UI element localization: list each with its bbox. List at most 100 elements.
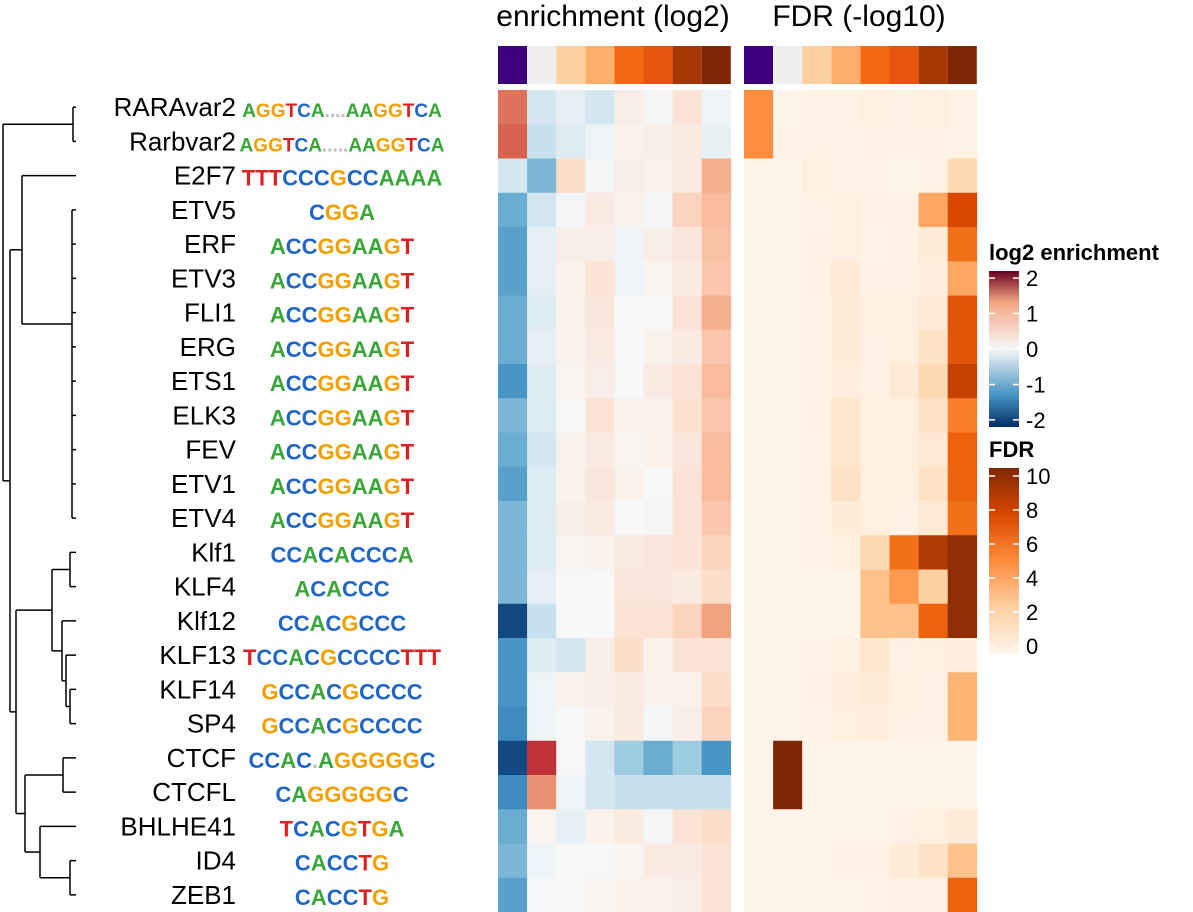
heatmap-cell bbox=[802, 398, 832, 433]
heatmap-cell bbox=[556, 603, 586, 639]
heatmap-cell bbox=[498, 809, 528, 844]
heatmap-cell bbox=[701, 124, 732, 159]
heatmap-cell bbox=[831, 877, 861, 912]
heatmap-cell bbox=[744, 192, 774, 228]
heatmap-cell bbox=[614, 535, 644, 570]
row-label: ETV5 bbox=[171, 195, 236, 225]
heatmap-cell bbox=[643, 569, 673, 605]
heatmap-cell bbox=[585, 124, 615, 159]
heatmap-cell bbox=[672, 809, 702, 844]
row-label: E2F7 bbox=[174, 161, 236, 191]
heatmap-cell bbox=[556, 740, 586, 776]
heatmap-cell bbox=[672, 329, 702, 365]
annotation-cell bbox=[947, 46, 977, 84]
heatmap-cell bbox=[744, 261, 774, 296]
heatmap-cell bbox=[773, 706, 803, 742]
heatmap-cell bbox=[643, 192, 673, 228]
heatmap-cell bbox=[585, 501, 615, 536]
heatmap-cell bbox=[701, 638, 732, 673]
heatmap-cell bbox=[614, 90, 644, 125]
heatmap-cell bbox=[831, 261, 861, 296]
heatmap-cell bbox=[701, 877, 732, 912]
heatmap-cell bbox=[860, 261, 890, 296]
heatmap-cell bbox=[498, 740, 528, 776]
heatmap-cell bbox=[831, 364, 861, 399]
heatmap-cell bbox=[802, 90, 832, 125]
heatmap-cell bbox=[643, 432, 673, 468]
heatmap-cell bbox=[672, 192, 702, 228]
heatmap-cell bbox=[498, 227, 528, 262]
heatmap-cell bbox=[831, 809, 861, 844]
heatmap-cell bbox=[643, 501, 673, 536]
heatmap-cell bbox=[672, 740, 702, 776]
heatmap-cell bbox=[643, 672, 673, 707]
heatmap-cell bbox=[947, 192, 978, 228]
heatmap-cell bbox=[918, 535, 948, 570]
heatmap-cell bbox=[701, 501, 732, 536]
heatmap-cell bbox=[614, 466, 644, 502]
heatmap-cell bbox=[585, 432, 615, 468]
heatmap-cell bbox=[585, 775, 615, 810]
heatmap-cell bbox=[585, 740, 615, 776]
heatmap-cell bbox=[947, 638, 978, 673]
heatmap-cell bbox=[672, 672, 702, 707]
heatmap-cell bbox=[498, 466, 528, 502]
heatmap-cell bbox=[527, 261, 557, 296]
heatmap-cell bbox=[773, 261, 803, 296]
row-label: ID4 bbox=[196, 846, 236, 876]
heatmap-cell bbox=[889, 329, 919, 365]
heatmap-cell bbox=[701, 466, 732, 502]
heatmap-cell bbox=[918, 329, 948, 365]
heatmap-cell bbox=[918, 90, 948, 125]
heatmap-cell bbox=[831, 775, 861, 810]
heatmap-cell bbox=[556, 843, 586, 879]
row-label: FEV bbox=[185, 435, 236, 465]
heatmap-cell bbox=[701, 775, 732, 810]
heatmap-cell bbox=[585, 90, 615, 125]
heatmap-cell bbox=[556, 672, 586, 707]
heatmap-cell bbox=[672, 261, 702, 296]
heatmap-cell bbox=[802, 809, 832, 844]
annotation-cell bbox=[831, 46, 861, 84]
heatmap-cell bbox=[802, 672, 832, 707]
heatmap-cell bbox=[556, 569, 586, 605]
heatmap-cell bbox=[556, 706, 586, 742]
heatmap-cell bbox=[643, 364, 673, 399]
heatmap-cell bbox=[556, 227, 586, 262]
row-label: Rarbvar2 bbox=[129, 126, 236, 156]
heatmap-cell bbox=[831, 295, 861, 331]
heatmap-cell bbox=[527, 809, 557, 844]
heatmap-cell bbox=[831, 672, 861, 707]
motif-logo: ACCGGAAGT bbox=[270, 303, 415, 328]
heatmap-cell bbox=[773, 124, 803, 159]
heatmap-cell bbox=[773, 295, 803, 331]
heatmap-cell bbox=[744, 877, 774, 912]
heatmap-cell bbox=[831, 227, 861, 262]
heatmap-cell bbox=[556, 192, 586, 228]
heatmap-cell bbox=[643, 809, 673, 844]
row-label: CTCF bbox=[167, 743, 236, 773]
heatmap-cell bbox=[672, 877, 702, 912]
heatmap-cell bbox=[947, 466, 978, 502]
heatmap-cell bbox=[614, 843, 644, 879]
heatmap-cell bbox=[744, 638, 774, 673]
heatmap-cell bbox=[802, 569, 832, 605]
heatmap-cell bbox=[614, 261, 644, 296]
heatmap-cell bbox=[947, 535, 978, 570]
heatmap-cell bbox=[802, 638, 832, 673]
heatmap-cell bbox=[614, 398, 644, 433]
motif-logo: ACCGGAAGT bbox=[270, 474, 415, 499]
motif-logo: ACCGGAAGT bbox=[270, 405, 415, 430]
heatmap-cell bbox=[744, 809, 774, 844]
heatmap-cell bbox=[614, 227, 644, 262]
heatmap-cell bbox=[802, 329, 832, 365]
heatmap-cell bbox=[947, 501, 978, 536]
heatmap-cell bbox=[947, 603, 978, 639]
heatmap-cell bbox=[802, 775, 832, 810]
heatmap-cell bbox=[614, 603, 644, 639]
heatmap-cell bbox=[614, 569, 644, 605]
heatmap-cell bbox=[860, 706, 890, 742]
motif-logo: TCCACGCCCCTTT bbox=[243, 645, 442, 670]
heatmap-cell bbox=[527, 569, 557, 605]
motif-logo: ACCGGAAGT bbox=[270, 371, 415, 396]
